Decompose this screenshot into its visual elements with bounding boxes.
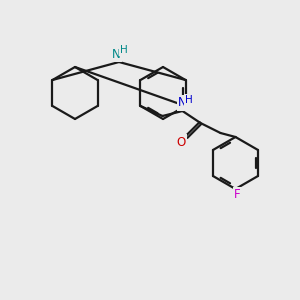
Text: N: N (178, 97, 187, 110)
Text: H: H (184, 95, 192, 105)
Text: O: O (177, 136, 186, 148)
Text: H: H (120, 45, 128, 55)
Text: N: N (112, 47, 120, 61)
Text: F: F (234, 188, 241, 202)
